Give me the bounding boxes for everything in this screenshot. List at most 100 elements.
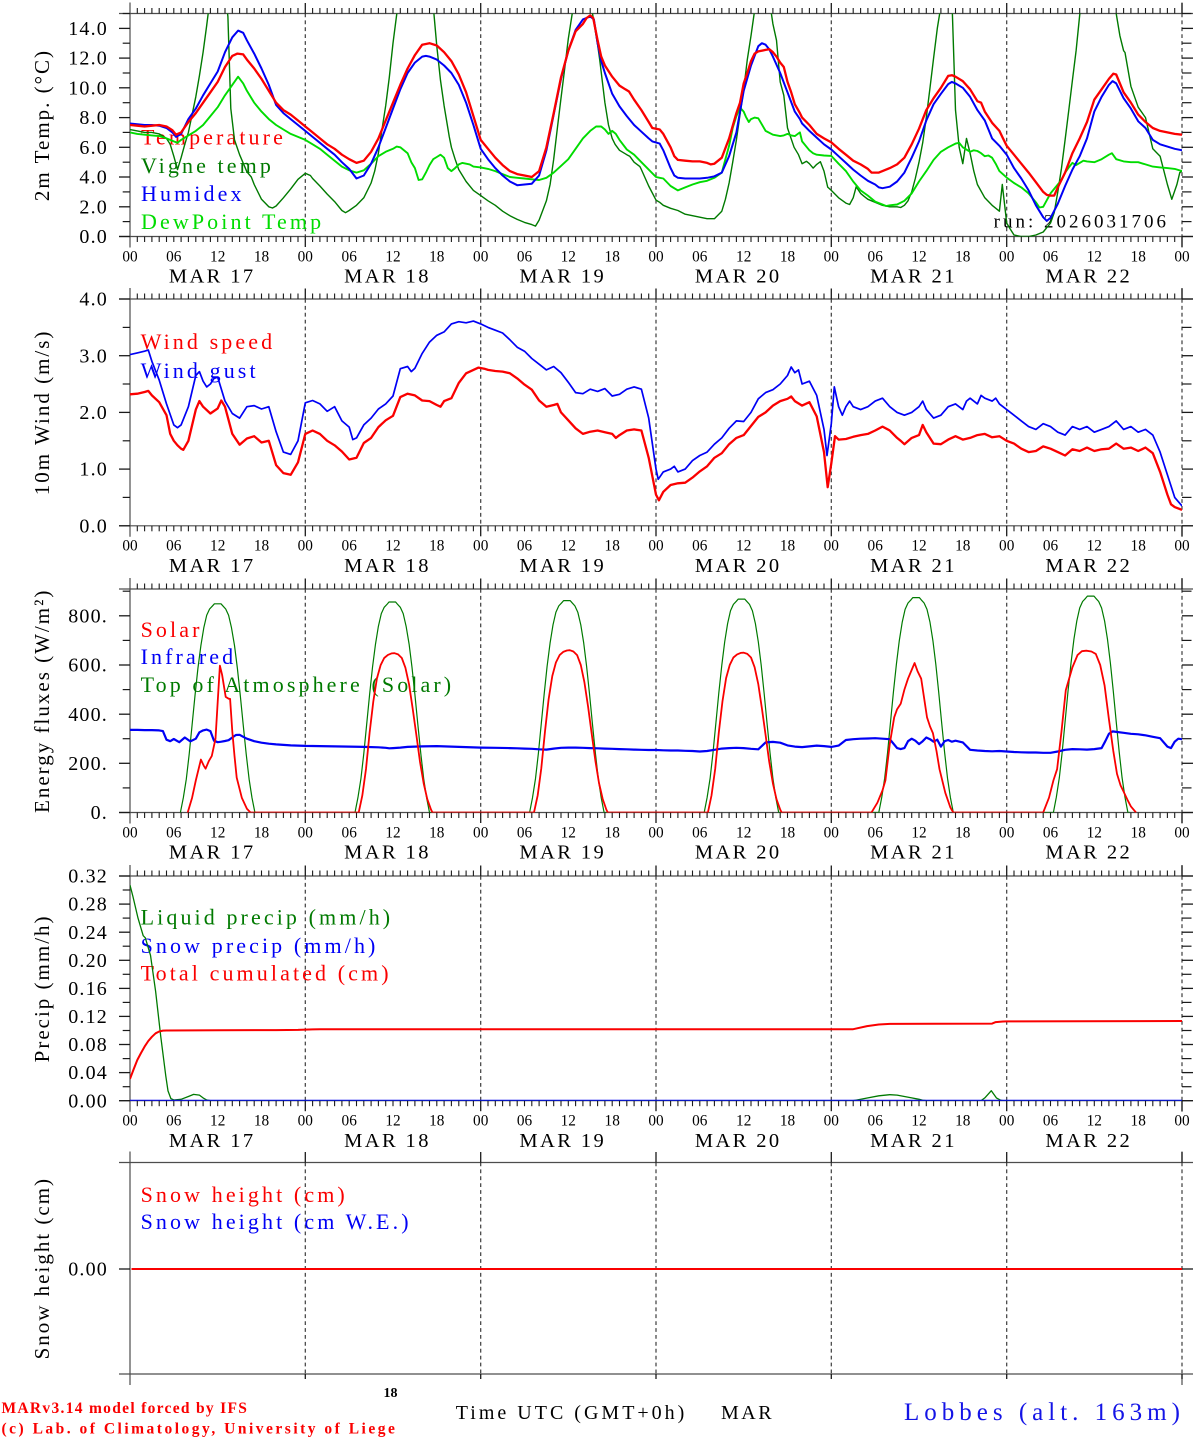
svg-text:10m Wind (m/s): 10m Wind (m/s)	[30, 330, 54, 496]
svg-text:12: 12	[561, 248, 576, 265]
svg-text:MAR 20: MAR 20	[695, 266, 782, 288]
svg-text:18: 18	[955, 824, 971, 841]
svg-text:12: 12	[736, 824, 751, 841]
svg-text:06: 06	[868, 538, 884, 555]
svg-text:12: 12	[911, 824, 926, 841]
svg-text:18: 18	[1131, 824, 1147, 841]
svg-text:00: 00	[999, 1113, 1015, 1130]
svg-text:0.00: 0.00	[68, 1259, 108, 1281]
svg-text:12: 12	[385, 824, 400, 841]
svg-text:18: 18	[605, 824, 621, 841]
svg-text:00: 00	[122, 824, 138, 841]
svg-text:06: 06	[868, 824, 884, 841]
svg-text:18: 18	[780, 248, 796, 265]
svg-text:06: 06	[1043, 824, 1059, 841]
svg-text:Wind speed: Wind speed	[141, 329, 276, 354]
svg-text:0.32: 0.32	[68, 866, 108, 888]
svg-text:18: 18	[780, 824, 796, 841]
svg-text:Vigne temp: Vigne temp	[141, 153, 274, 178]
svg-text:00: 00	[824, 1113, 840, 1130]
svg-text:18: 18	[1131, 538, 1147, 555]
svg-text:0.16: 0.16	[68, 978, 108, 1000]
svg-text:800.: 800.	[68, 605, 108, 627]
svg-text:Total cumulated (cm): Total cumulated (cm)	[141, 961, 392, 986]
svg-text:18: 18	[955, 1113, 971, 1130]
svg-text:MAR 18: MAR 18	[344, 555, 431, 577]
svg-text:Infrared: Infrared	[141, 644, 237, 669]
svg-text:200.: 200.	[68, 753, 108, 775]
svg-text:00: 00	[122, 248, 138, 265]
svg-text:00: 00	[824, 538, 840, 555]
svg-text:MAR 22: MAR 22	[1045, 842, 1132, 864]
svg-text:0.: 0.	[91, 802, 108, 824]
svg-text:12: 12	[210, 824, 225, 841]
svg-text:MAR 20: MAR 20	[695, 555, 782, 577]
svg-text:Precip (mm/h): Precip (mm/h)	[30, 914, 54, 1062]
svg-text:00: 00	[473, 538, 489, 555]
svg-text:MAR: MAR	[721, 1402, 774, 1424]
svg-text:06: 06	[868, 248, 884, 265]
svg-text:18: 18	[1131, 248, 1147, 265]
svg-text:18: 18	[429, 1113, 445, 1130]
svg-text:00: 00	[999, 538, 1015, 555]
svg-text:00: 00	[648, 538, 664, 555]
svg-text:06: 06	[692, 1113, 708, 1130]
svg-text:00: 00	[473, 1113, 489, 1130]
svg-text:MAR 19: MAR 19	[519, 1130, 606, 1152]
svg-text:Time UTC (GMT+0h): Time UTC (GMT+0h)	[456, 1402, 688, 1424]
svg-text:600.: 600.	[68, 655, 108, 677]
svg-text:18: 18	[254, 824, 270, 841]
svg-text:12: 12	[736, 248, 751, 265]
svg-text:00: 00	[473, 824, 489, 841]
svg-text:12: 12	[385, 248, 400, 265]
svg-text:6.0: 6.0	[79, 137, 108, 159]
svg-text:MAR 19: MAR 19	[519, 842, 606, 864]
svg-text:06: 06	[342, 248, 358, 265]
svg-text:00: 00	[648, 824, 664, 841]
svg-text:18: 18	[605, 1113, 621, 1130]
svg-text:MAR 21: MAR 21	[870, 1130, 957, 1152]
svg-text:MAR 22: MAR 22	[1045, 1130, 1132, 1152]
svg-text:2.0: 2.0	[79, 402, 108, 424]
svg-text:00: 00	[648, 248, 664, 265]
svg-text:14.0: 14.0	[68, 18, 108, 40]
svg-text:0.04: 0.04	[68, 1062, 108, 1084]
svg-text:18: 18	[780, 538, 796, 555]
svg-text:06: 06	[342, 538, 358, 555]
svg-text:0.08: 0.08	[68, 1034, 108, 1056]
svg-text:4.0: 4.0	[79, 167, 108, 189]
svg-text:DewPoint Temp: DewPoint Temp	[141, 209, 324, 234]
svg-text:MAR 17: MAR 17	[169, 842, 256, 864]
svg-text:00: 00	[1174, 538, 1190, 555]
svg-text:Snow height (cm): Snow height (cm)	[141, 1182, 348, 1207]
svg-text:400.: 400.	[68, 704, 108, 726]
svg-text:06: 06	[166, 824, 182, 841]
svg-text:0.28: 0.28	[68, 894, 108, 916]
svg-text:2.0: 2.0	[79, 196, 108, 218]
svg-text:12: 12	[1087, 538, 1102, 555]
svg-text:Top of Atmosphere (Solar): Top of Atmosphere (Solar)	[141, 672, 455, 697]
svg-text:3.0: 3.0	[79, 345, 108, 367]
svg-text:06: 06	[868, 1113, 884, 1130]
svg-text:06: 06	[342, 1113, 358, 1130]
svg-text:12: 12	[210, 1113, 225, 1130]
svg-text:06: 06	[1043, 248, 1059, 265]
svg-text:00: 00	[1174, 1113, 1190, 1130]
svg-text:MAR 20: MAR 20	[695, 1130, 782, 1152]
svg-text:MAR 21: MAR 21	[870, 842, 957, 864]
svg-text:Snow height (cm): Snow height (cm)	[30, 1177, 54, 1359]
svg-text:06: 06	[342, 824, 358, 841]
svg-text:00: 00	[999, 824, 1015, 841]
svg-text:MAR 19: MAR 19	[519, 266, 606, 288]
svg-text:06: 06	[166, 248, 182, 265]
svg-text:12: 12	[1087, 824, 1102, 841]
svg-text:MAR 17: MAR 17	[169, 555, 256, 577]
svg-text:06: 06	[1043, 538, 1059, 555]
svg-text:Snow height (cm W.E.): Snow height (cm W.E.)	[141, 1209, 412, 1234]
svg-text:12: 12	[736, 538, 751, 555]
svg-text:12.0: 12.0	[68, 48, 108, 70]
svg-text:12: 12	[911, 248, 926, 265]
svg-text:12: 12	[210, 538, 225, 555]
svg-text:06: 06	[692, 538, 708, 555]
svg-text:00: 00	[824, 248, 840, 265]
